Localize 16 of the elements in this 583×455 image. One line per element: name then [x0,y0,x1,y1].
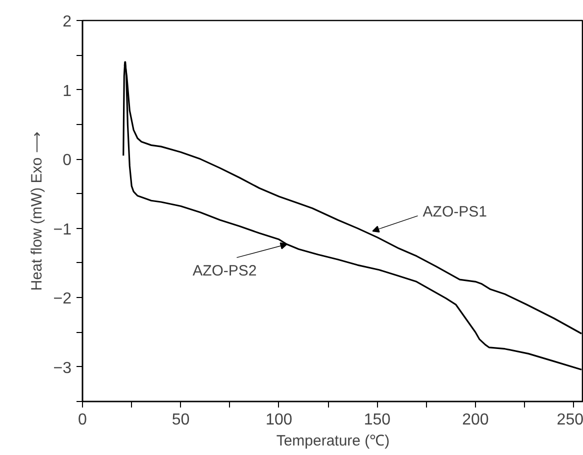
y-tick-label: 2 [62,14,72,30]
y-tick-label: 0 [62,152,72,170]
x-axis-title: Temperature (℃) [276,432,390,450]
annotation: AZO-PS2 [192,262,257,280]
y-tick-label: −2 [53,290,72,308]
annotation: AZO-PS1 [422,204,487,221]
x-tick-label: 250 [556,412,583,428]
x-tick-label: 0 [78,412,88,428]
x-tick-label: 100 [266,412,292,428]
x-tick-label: 200 [462,412,489,428]
x-tick-label: 50 [172,412,190,428]
x-tick-label: 150 [364,412,391,428]
y-axis-title: Heat flow (mW) Exo ⟶ [28,131,46,291]
y-tick-label: −1 [53,221,72,238]
y-tick-label: −3 [53,360,72,377]
y-tick-label: 1 [62,82,72,100]
